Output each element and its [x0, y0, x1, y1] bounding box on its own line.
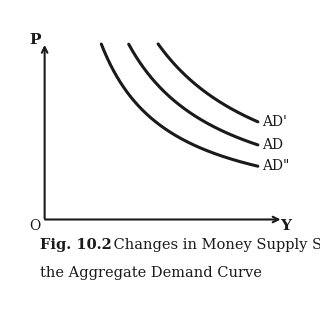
Text: AD": AD": [262, 159, 290, 173]
Text: AD: AD: [262, 138, 284, 152]
Text: Fig. 10.2: Fig. 10.2: [40, 238, 112, 251]
Text: O: O: [30, 219, 41, 233]
Text: P: P: [30, 33, 41, 47]
Text: the Aggregate Demand Curve: the Aggregate Demand Curve: [40, 266, 262, 280]
Text: AD': AD': [262, 115, 287, 129]
Text: Changes in Money Supply Shifts: Changes in Money Supply Shifts: [95, 238, 320, 251]
Text: Y: Y: [280, 219, 291, 233]
